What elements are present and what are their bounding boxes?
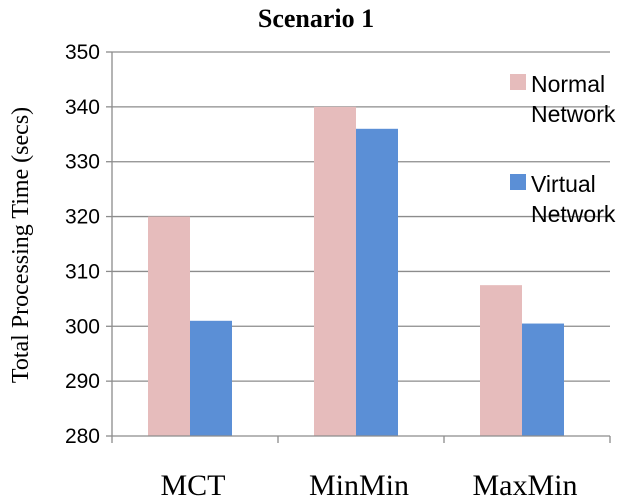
bars — [148, 106, 564, 437]
y-tick-label: 310 — [65, 260, 100, 283]
bar-normal-network — [314, 106, 356, 436]
bar-normal-network — [148, 216, 190, 436]
x-tick-label: MCT — [160, 469, 225, 500]
y-tick-label: 280 — [65, 425, 100, 448]
legend-swatch — [510, 174, 526, 190]
bar-virtual-network — [356, 128, 398, 437]
legend-label: Normal — [531, 71, 605, 97]
chart-title: Scenario 1 — [258, 4, 374, 33]
legend: Normal Network Virtual Network — [510, 71, 616, 227]
bar-virtual-network — [522, 323, 564, 436]
y-tick-label: 290 — [65, 370, 100, 393]
legend-label: Virtual — [531, 171, 596, 197]
y-tick-labels: 280 290 300 310 320 330 340 350 — [65, 41, 100, 448]
x-tick-labels: MCT MinMin MaxMin — [160, 469, 577, 500]
y-tick-label: 300 — [65, 315, 100, 338]
y-tick-label: 320 — [65, 206, 100, 229]
y-axis-label: Total Processing Time (secs) — [8, 107, 34, 383]
legend-label: Network — [531, 201, 616, 227]
y-tick-label: 340 — [65, 96, 100, 119]
axes — [106, 51, 611, 443]
legend-label: Network — [531, 101, 616, 127]
y-tick-label: 330 — [65, 151, 100, 174]
y-tick-label: 350 — [65, 41, 100, 64]
x-tick-label: MinMin — [309, 469, 409, 500]
bar-virtual-network — [190, 320, 232, 436]
bar-normal-network — [480, 285, 522, 436]
legend-swatch — [510, 74, 526, 90]
x-tick-label: MaxMin — [473, 469, 578, 500]
